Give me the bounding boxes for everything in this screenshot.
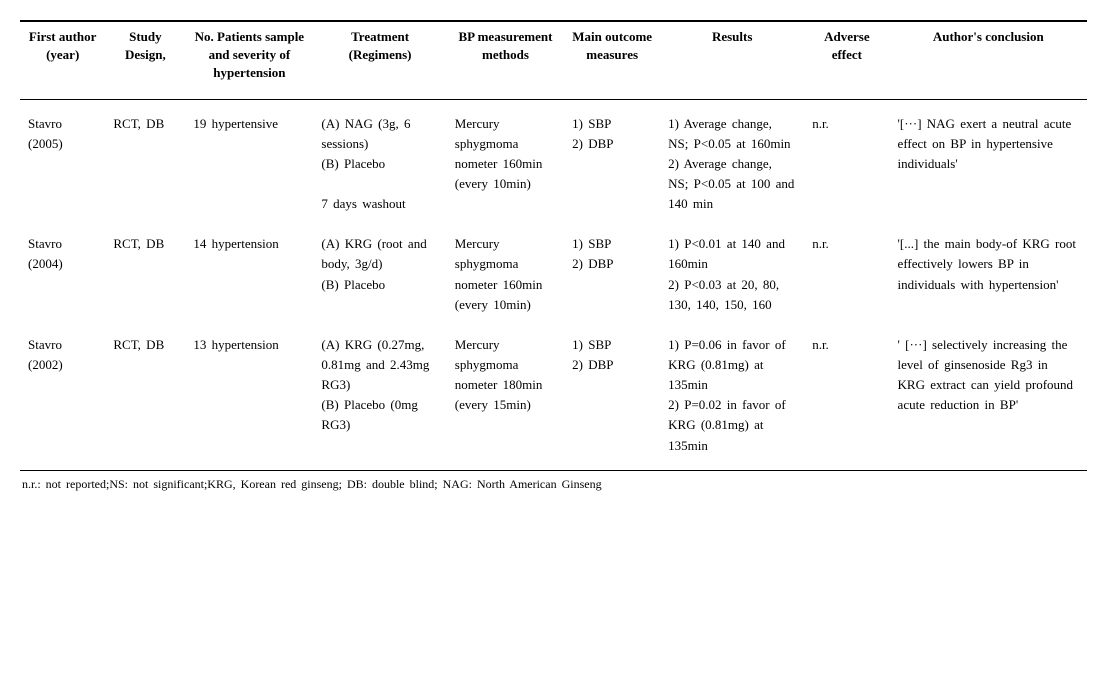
cell-conclusion: '[···] NAG exert a neutral acute effect …: [890, 99, 1087, 220]
cell-bp: Mercury sphygmoma nometer 160min (every …: [447, 220, 564, 321]
cell-author: Stavro (2005): [20, 99, 105, 220]
col-header-results: Results: [660, 21, 804, 99]
col-header-conclusion: Author's conclusion: [890, 21, 1087, 99]
cell-treatment: (A) KRG (0.27mg, 0.81mg and 2.43mg RG3)(…: [313, 321, 446, 470]
col-header-author: First author (year): [20, 21, 105, 99]
cell-patients: 14 hypertension: [185, 220, 313, 321]
col-header-adverse: Adverse effect: [804, 21, 889, 99]
cell-design: RCT, DB: [105, 220, 185, 321]
cell-bp: Mercury sphygmoma nometer 180min (every …: [447, 321, 564, 470]
evidence-table: First author (year) Study Design, No. Pa…: [20, 20, 1087, 471]
cell-conclusion: ' [···] selectively increasing the level…: [890, 321, 1087, 470]
cell-conclusion: '[...] the main body-of KRG root effecti…: [890, 220, 1087, 321]
cell-outcome: 1) SBP2) DBP: [564, 220, 660, 321]
cell-patients: 13 hypertension: [185, 321, 313, 470]
cell-design: RCT, DB: [105, 99, 185, 220]
cell-author: Stavro (2002): [20, 321, 105, 470]
table-header: First author (year) Study Design, No. Pa…: [20, 21, 1087, 99]
cell-results: 1) P<0.01 at 140 and 160min2) P<0.03 at …: [660, 220, 804, 321]
cell-outcome: 1) SBP2) DBP: [564, 321, 660, 470]
cell-author: Stavro (2004): [20, 220, 105, 321]
table-row: Stavro (2005) RCT, DB 19 hypertensive (A…: [20, 99, 1087, 220]
col-header-outcome: Main outcome measures: [564, 21, 660, 99]
cell-results: 1) Average change, NS; P<0.05 at 160min2…: [660, 99, 804, 220]
cell-treatment: (A) NAG (3g, 6 sessions)(B) Placebo7 day…: [313, 99, 446, 220]
table-row: Stavro (2004) RCT, DB 14 hypertension (A…: [20, 220, 1087, 321]
col-header-design: Study Design,: [105, 21, 185, 99]
cell-treatment: (A) KRG (root and body, 3g/d)(B) Placebo: [313, 220, 446, 321]
table-body: Stavro (2005) RCT, DB 19 hypertensive (A…: [20, 99, 1087, 470]
cell-bp: Mercury sphygmoma nometer 160min (every …: [447, 99, 564, 220]
cell-design: RCT, DB: [105, 321, 185, 470]
cell-patients: 19 hypertensive: [185, 99, 313, 220]
cell-results: 1) P=0.06 in favor of KRG (0.81mg) at 13…: [660, 321, 804, 470]
cell-adverse: n.r.: [804, 321, 889, 470]
table-footnote: n.r.: not reported;NS: not significant;K…: [20, 471, 1087, 492]
cell-adverse: n.r.: [804, 220, 889, 321]
cell-adverse: n.r.: [804, 99, 889, 220]
col-header-patients: No. Patients sample and severity of hype…: [185, 21, 313, 99]
table-row: Stavro (2002) RCT, DB 13 hypertension (A…: [20, 321, 1087, 470]
col-header-treatment: Treatment (Regimens): [313, 21, 446, 99]
cell-outcome: 1) SBP2) DBP: [564, 99, 660, 220]
col-header-bp: BP measurement methods: [447, 21, 564, 99]
